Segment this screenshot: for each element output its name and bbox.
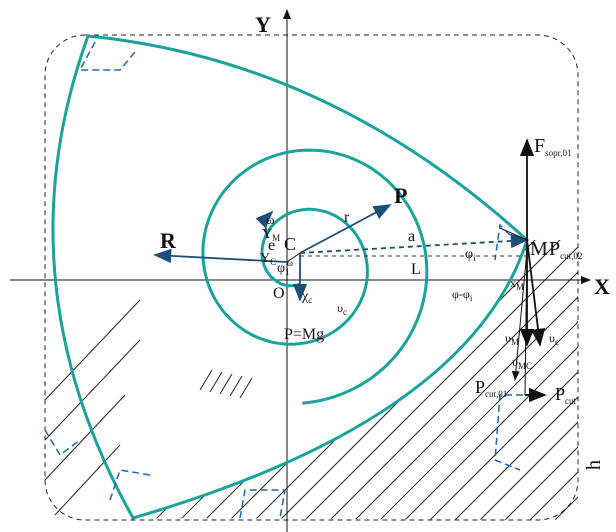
label-text: O	[273, 285, 285, 302]
label: h	[583, 460, 605, 470]
hatch-line	[155, 220, 455, 520]
label-text: c	[343, 307, 347, 317]
hatch-line	[180, 220, 480, 520]
label: υc	[337, 301, 347, 317]
label-text: C	[270, 257, 276, 267]
diagram: Y X R P r e C a L φ1 YM YC ω ω O χc υc P…	[0, 0, 616, 532]
label: Pcut	[555, 384, 577, 406]
label-text: r	[344, 209, 350, 226]
label: Pcut,01	[475, 377, 507, 399]
label: R	[160, 228, 177, 253]
label-text: h	[583, 460, 605, 470]
label-text: i	[470, 293, 473, 303]
hatch-line	[330, 220, 616, 520]
label-text: X	[594, 274, 610, 299]
label-text: F	[534, 135, 545, 157]
label-text: ω	[287, 258, 293, 268]
label: ω	[266, 212, 275, 227]
label-text: i	[473, 253, 476, 263]
hatch-line	[605, 220, 616, 520]
label: M	[530, 238, 548, 260]
label-text: cut	[565, 396, 576, 406]
label-text: M	[511, 337, 519, 347]
label-text: φ	[277, 261, 285, 276]
label-text: cut,02	[560, 251, 582, 261]
label-text: c	[308, 295, 312, 305]
label-text: Y	[262, 227, 272, 242]
hatch-line	[280, 220, 580, 520]
label-text: M	[530, 238, 548, 260]
label: φ-φi	[452, 287, 473, 303]
label-text: 1	[285, 267, 290, 277]
label-text: φ	[465, 247, 473, 262]
label-text: sopr,01	[545, 148, 571, 158]
label: O	[273, 285, 285, 302]
label: Y	[255, 12, 271, 37]
label-text: P	[394, 183, 407, 208]
label: Fsopr,01	[534, 135, 572, 158]
label: ω	[287, 258, 293, 268]
label: υc	[549, 331, 559, 347]
label: P	[394, 183, 407, 208]
hatch-line	[205, 220, 505, 520]
label: L	[411, 261, 421, 278]
label-text: L	[411, 261, 421, 278]
label-text: Y	[255, 12, 271, 37]
label-text: a	[408, 228, 415, 245]
label: χc	[301, 289, 312, 305]
label-text: MC	[518, 361, 532, 371]
label-text: P	[475, 377, 485, 397]
label-text: Y	[260, 251, 270, 266]
label-text: cut,01	[485, 389, 507, 399]
label-text: R	[160, 228, 177, 253]
label-text: C	[284, 234, 296, 254]
label-text: P=Mg	[284, 326, 324, 343]
label: YM	[262, 227, 280, 243]
label: a	[408, 228, 415, 245]
labels: Y X R P r e C a L φ1 YM YC ω ω O χc υc P…	[160, 12, 610, 470]
label: φi	[465, 247, 476, 263]
label-text: φ-φ	[452, 287, 470, 301]
label: υMC	[512, 355, 532, 371]
label: P=Mg	[284, 326, 324, 343]
label-text: P	[555, 384, 565, 404]
hatch-line	[530, 220, 616, 520]
label: Pcut,02	[549, 238, 582, 261]
label-text: ω	[266, 212, 275, 227]
label-text: M	[272, 233, 280, 243]
hatch-line	[305, 220, 605, 520]
label-text: M	[516, 282, 524, 292]
label-text: c	[555, 337, 559, 347]
label: C	[284, 234, 296, 254]
hatch-line	[580, 220, 616, 520]
hatch-line	[555, 220, 616, 520]
layout	[10, 10, 616, 532]
hatch-line	[355, 220, 616, 520]
label: X	[594, 274, 610, 299]
label: r	[344, 209, 350, 226]
label-text: P	[549, 238, 560, 260]
